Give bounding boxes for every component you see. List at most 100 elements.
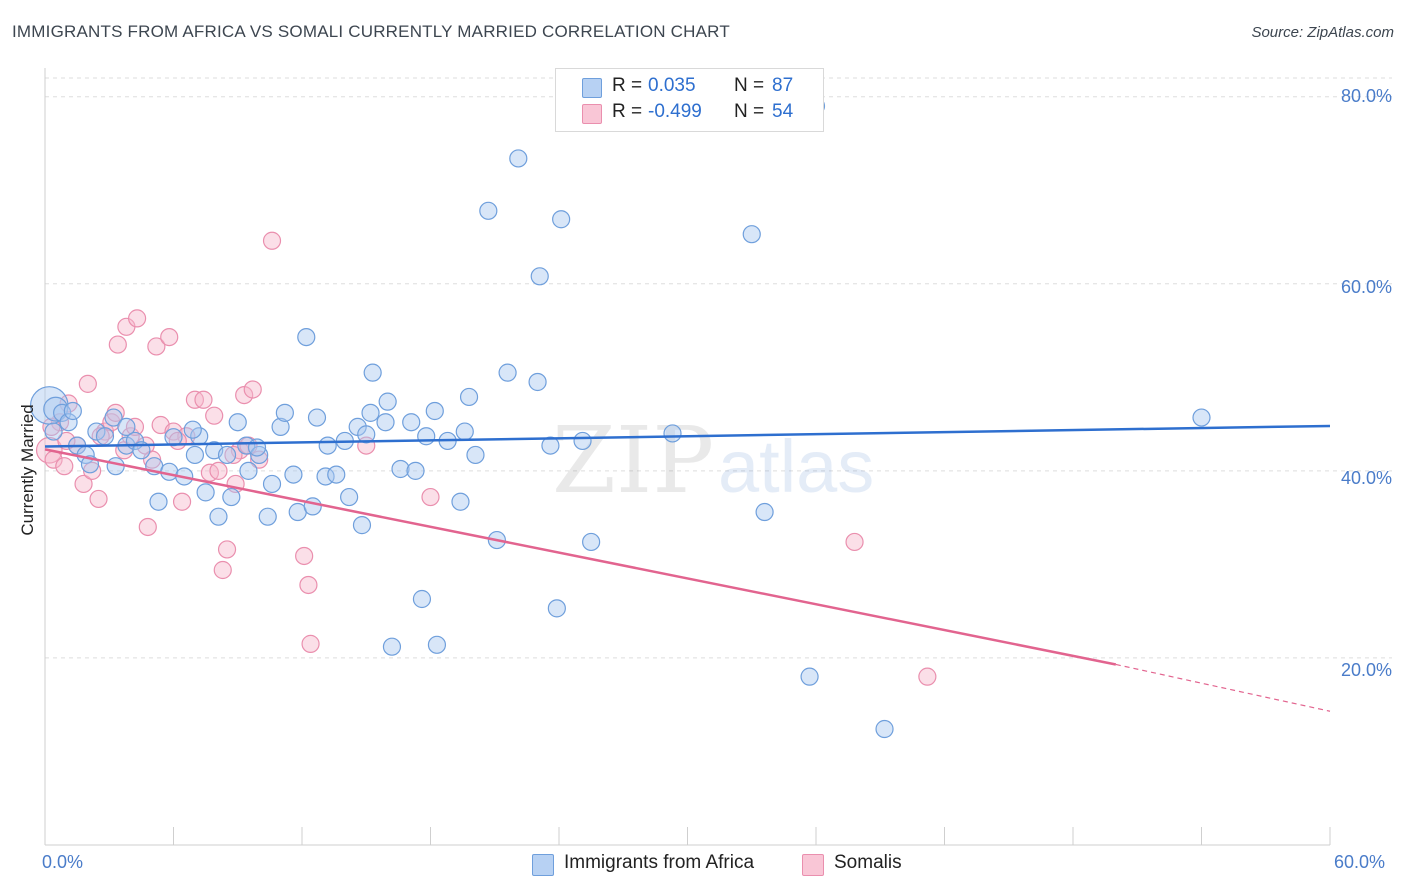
africa-point [196, 483, 215, 502]
somalis-point [106, 403, 125, 422]
somalis-point [127, 309, 147, 328]
africa-point [44, 422, 63, 441]
africa-point [87, 422, 106, 441]
africa-point [663, 424, 682, 443]
somalis-point [421, 487, 440, 507]
africa-point [247, 438, 267, 457]
somalis-point [74, 474, 93, 494]
africa-point [95, 427, 115, 446]
africa-point [250, 445, 269, 465]
y-tick-label: 60.0% [1340, 277, 1392, 297]
africa-point [376, 413, 395, 432]
africa-point [222, 487, 241, 507]
somalis-point [138, 517, 157, 537]
africa-point [528, 372, 547, 392]
africa-point [417, 427, 436, 446]
africa-point [412, 589, 432, 609]
legend-n-value: 54 [772, 101, 794, 122]
africa-point [378, 392, 397, 411]
africa-point [755, 502, 774, 522]
somalis-point [209, 461, 228, 480]
correlation-legend: R = 0.035 N = 87 R = -0.499 N = 54 [555, 68, 824, 132]
legend-swatch-somalis [802, 854, 824, 876]
somalis-point [194, 390, 213, 409]
africa-point [742, 225, 761, 244]
somalis-point [217, 540, 237, 559]
africa-point [479, 201, 498, 220]
africa-point [239, 461, 258, 480]
legend-row-africa: R = 0.035 N = 87 [556, 75, 823, 101]
africa-point [451, 492, 470, 511]
africa-point [459, 387, 479, 407]
x-tick-label: 60.0% [1334, 852, 1386, 872]
y-axis-label: Currently Married [18, 404, 37, 536]
legend-r-label: R = [612, 101, 643, 122]
legend-r-value: -0.499 [648, 101, 702, 122]
africa-point [59, 413, 78, 432]
legend-n-value: 87 [772, 75, 794, 96]
africa-point [547, 599, 566, 618]
africa-point [406, 461, 425, 480]
africa-point [117, 417, 136, 436]
legend-label-africa: Immigrants from Africa [564, 852, 755, 873]
africa-point [160, 462, 179, 481]
africa-point [875, 719, 894, 739]
africa-point [209, 507, 228, 526]
somalis-point [89, 489, 108, 509]
africa-point [391, 459, 410, 479]
somalis-point [55, 457, 74, 476]
africa-point [352, 516, 372, 535]
legend-label-somalis: Somalis [834, 852, 902, 873]
somalis-point [295, 546, 314, 566]
africa-point [104, 408, 123, 427]
legend-swatch-somalis [582, 104, 602, 124]
africa-point [43, 396, 69, 422]
africa-point [340, 487, 359, 507]
africa-point [582, 532, 601, 552]
africa-point [466, 445, 485, 465]
africa-point [149, 492, 168, 511]
africa-point [509, 149, 528, 168]
legend-swatch-africa [582, 78, 602, 98]
africa-point [258, 507, 277, 526]
africa-point [284, 465, 303, 484]
legend-n-label: N = [734, 75, 765, 96]
chart-title: IMMIGRANTS FROM AFRICA VS SOMALI CURRENT… [12, 22, 730, 41]
africa-point [800, 667, 819, 686]
somalis-point [845, 532, 864, 552]
africa-point [455, 422, 474, 441]
somalis-point [83, 461, 102, 480]
africa-point [498, 363, 517, 382]
africa-point [402, 413, 421, 432]
legend-r-value: 0.035 [648, 75, 696, 96]
africa-point [164, 428, 183, 447]
somalis-point [172, 492, 192, 511]
africa-point [262, 474, 282, 494]
africa-trend-line [44, 424, 1331, 448]
africa-point [327, 465, 346, 484]
x-tick-label: 0.0% [42, 852, 84, 872]
africa-point [217, 445, 237, 465]
africa-point [530, 267, 549, 286]
watermark-zip: ZIP [552, 407, 714, 514]
africa-point [307, 408, 327, 427]
africa-point [552, 210, 571, 229]
africa-point [357, 425, 376, 444]
somalis-point [213, 560, 232, 580]
africa-point [271, 417, 290, 436]
y-tick-label: 20.0% [1340, 660, 1392, 680]
somalis-trend-line [44, 448, 1117, 666]
legend-swatch-africa [532, 854, 554, 876]
africa-point [63, 401, 82, 421]
africa-point [318, 436, 337, 455]
somalis-point [918, 667, 937, 686]
somalis-point [262, 231, 282, 250]
chart-source: Source: ZipAtlas.com [1251, 24, 1394, 41]
africa-point [183, 420, 202, 439]
africa-point [427, 635, 447, 654]
africa-point [228, 413, 247, 432]
somalis-point [160, 327, 179, 347]
africa-point [106, 457, 125, 476]
africa-point [297, 327, 316, 347]
